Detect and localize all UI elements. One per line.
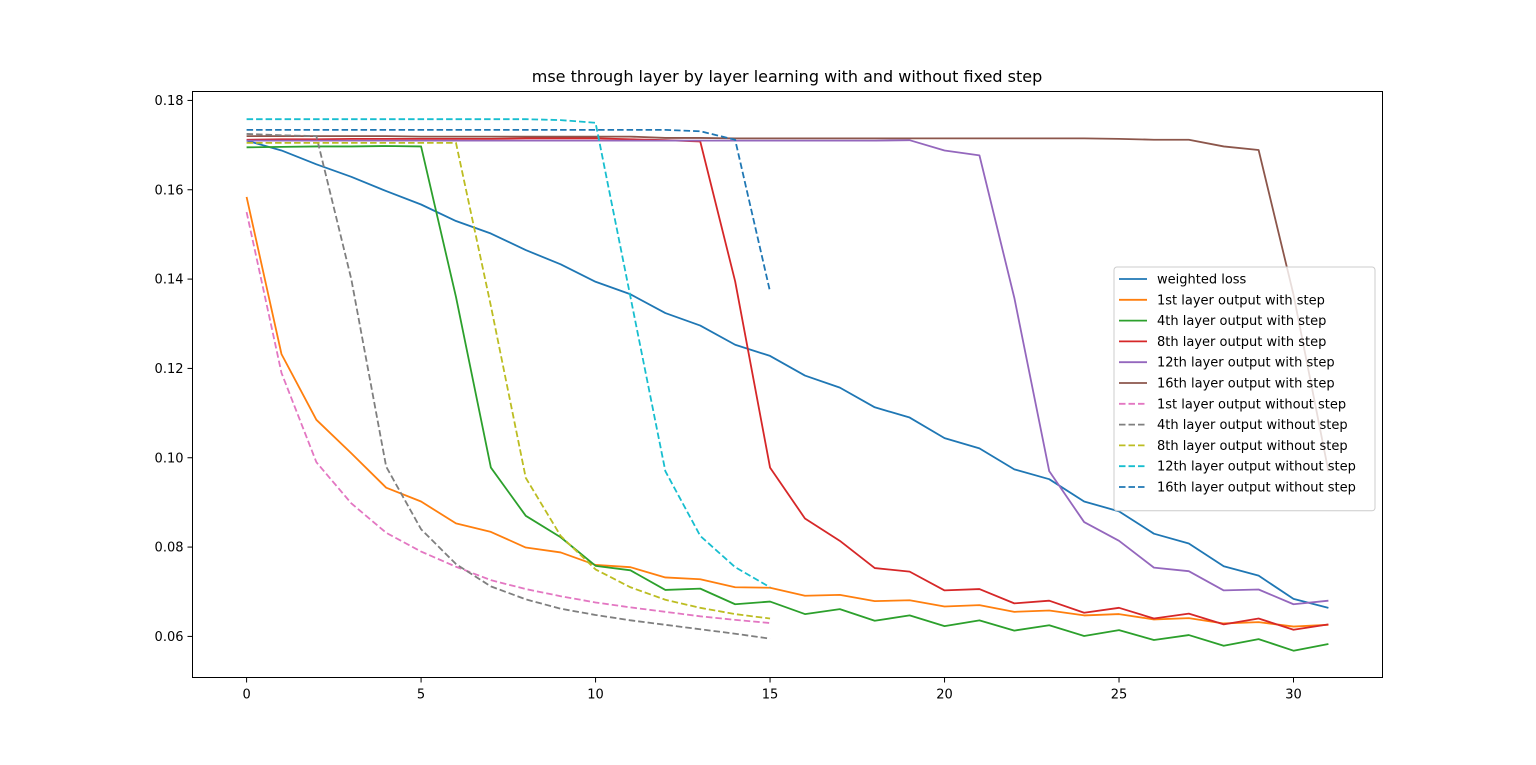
x-tick-label: 10 <box>587 688 604 703</box>
legend-label: 8th layer output with step <box>1157 335 1326 350</box>
legend-label: 12th layer output with step <box>1157 356 1335 371</box>
legend-label: 4th layer output with step <box>1157 314 1326 329</box>
x-tick-label: 20 <box>936 688 953 703</box>
series-line-4 <box>246 137 1329 631</box>
x-tick-label: 30 <box>1285 688 1302 703</box>
legend-box <box>1113 266 1376 512</box>
legend-label: 1st layer output without step <box>1157 397 1346 412</box>
chart-title: mse through layer by layer learning with… <box>532 67 1043 86</box>
plot-lines <box>245 118 1330 652</box>
series-line-10 <box>246 118 771 589</box>
axes-frame <box>192 91 1383 678</box>
y-axis: 0.06 0.08 0.10 0.12 0.14 0.16 0.18 <box>155 94 193 645</box>
series-line-11 <box>246 129 771 292</box>
legend-label: 1st layer output with step <box>1157 293 1325 308</box>
y-tick-label: 0.14 <box>155 273 184 288</box>
legend-label: 4th layer output without step <box>1157 418 1348 433</box>
series-line-5 <box>246 139 1329 606</box>
legend: weighted loss 1st layer output with step 4… <box>1113 266 1376 512</box>
x-tick-label: 5 <box>417 688 425 703</box>
x-tick-label: 25 <box>1111 688 1128 703</box>
series-line-3 <box>246 145 1329 652</box>
y-tick-label: 0.10 <box>155 451 184 466</box>
y-tick-label: 0.16 <box>155 183 184 198</box>
legend-label: 12th layer output without step <box>1157 460 1356 475</box>
series-line-6 <box>246 135 1330 472</box>
series-line-2 <box>245 196 1329 628</box>
legend-label: weighted loss <box>1157 273 1247 288</box>
legend-label: 16th layer output with step <box>1157 377 1335 392</box>
y-tick-label: 0.08 <box>155 541 184 556</box>
series-line-7 <box>245 211 771 624</box>
legend-label: 16th layer output without step <box>1157 481 1356 496</box>
y-tick-label: 0.18 <box>155 94 184 109</box>
legend-label: 8th layer output without step <box>1157 439 1348 454</box>
y-tick-label: 0.12 <box>155 362 184 377</box>
x-tick-label: 15 <box>762 688 779 703</box>
x-tick-label: 0 <box>242 688 250 703</box>
x-axis: 0 5 10 15 20 25 30 <box>242 677 1302 703</box>
y-tick-label: 0.06 <box>155 630 184 645</box>
series-line-1 <box>246 139 1329 609</box>
series-line-8 <box>246 133 771 640</box>
series-line-9 <box>246 141 771 620</box>
